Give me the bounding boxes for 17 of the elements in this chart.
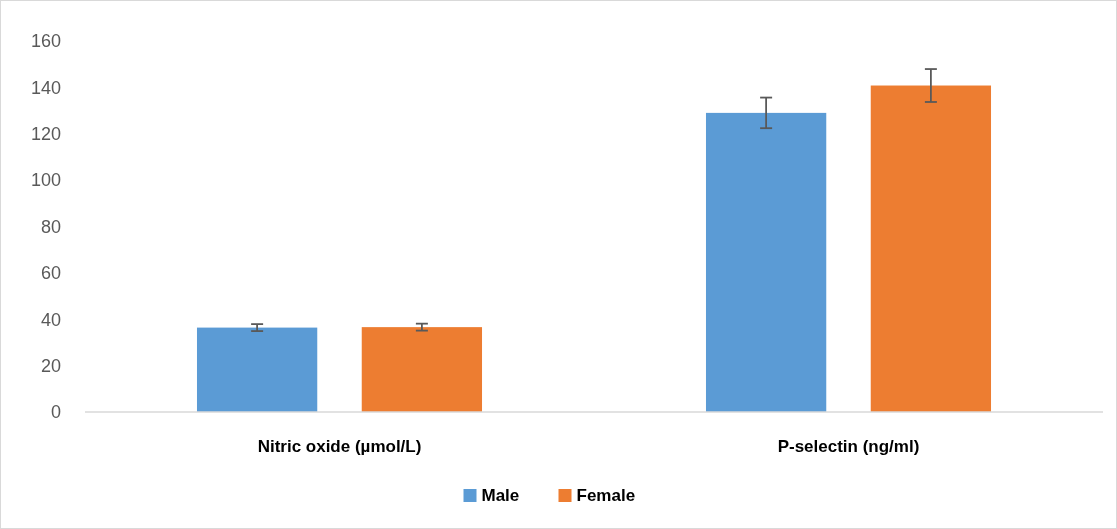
y-tick-label: 40 [40, 309, 61, 330]
legend-label: Female [576, 485, 636, 505]
y-tick-label: 60 [40, 263, 61, 284]
bar [705, 112, 827, 412]
y-tick-label: 160 [30, 31, 61, 52]
y-tick-label: 120 [30, 124, 61, 145]
y-tick-label: 140 [30, 77, 61, 98]
y-tick-label: 20 [40, 355, 61, 376]
x-tick-label: Nitric oxide (µmol/L) [257, 436, 422, 456]
bar [361, 327, 483, 412]
y-tick-label: 100 [30, 170, 61, 191]
bar [870, 85, 992, 412]
bar [196, 327, 318, 412]
x-tick-label: P-selectin (ng/ml) [777, 436, 920, 456]
legend-label: Male [481, 485, 520, 505]
y-tick-label: 0 [50, 402, 61, 423]
y-tick-label: 80 [40, 216, 61, 237]
